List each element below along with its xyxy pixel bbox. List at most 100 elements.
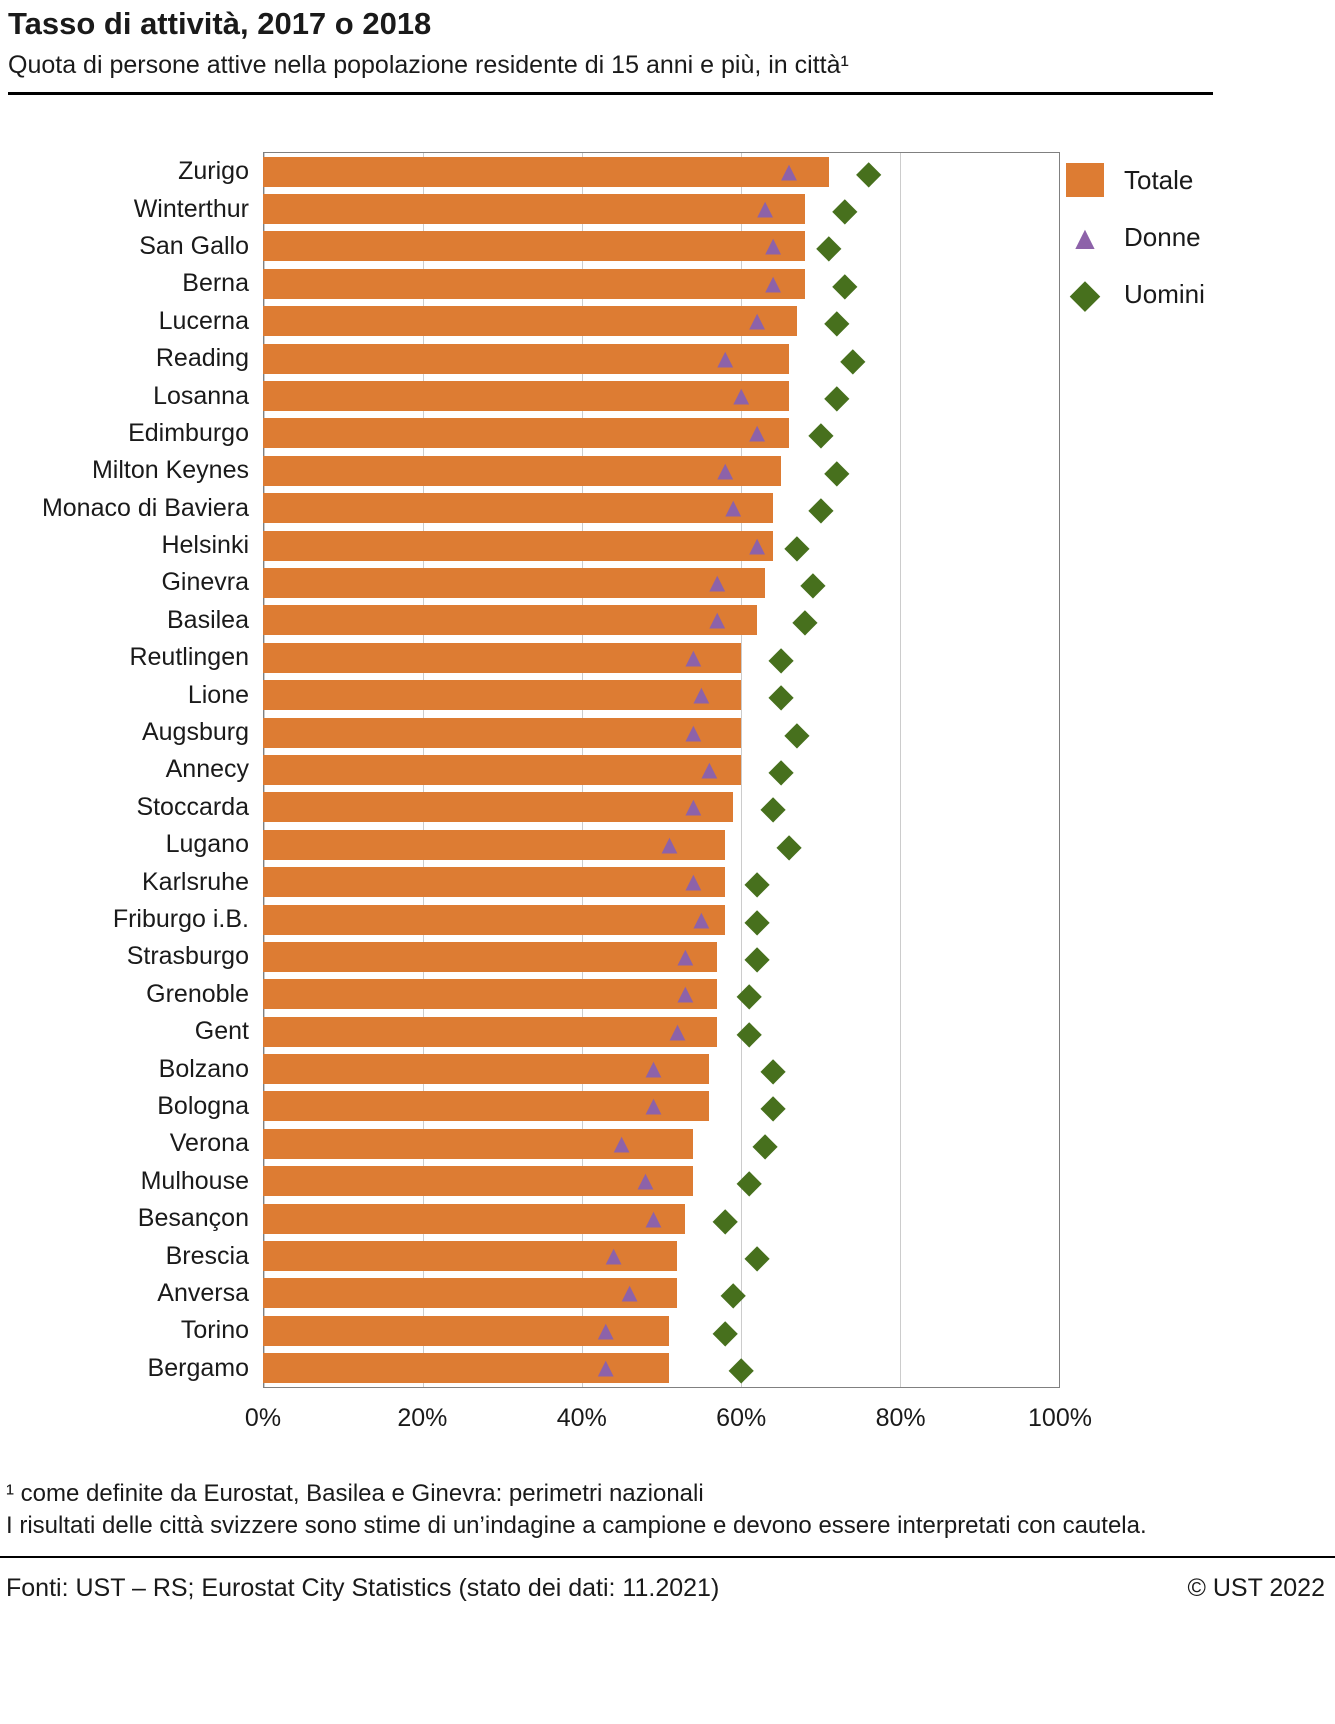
- total-bar: [263, 642, 742, 673]
- category-label: Winterthur: [133, 194, 249, 223]
- women-marker-icon: ▲: [640, 1203, 667, 1234]
- men-marker-icon: ◆: [712, 1200, 738, 1238]
- total-bar: [263, 1241, 678, 1272]
- men-marker-icon: ◆: [736, 1013, 762, 1051]
- total-swatch-icon: [1066, 163, 1104, 197]
- men-marker-icon: ◆: [808, 414, 834, 452]
- men-marker-icon: ◆: [800, 564, 826, 602]
- category-label: Zurigo: [178, 157, 249, 186]
- chart-row: Lucerna ▲ ◆: [0, 303, 1060, 340]
- chart-row: Bergamo ▲ ◆: [0, 1350, 1060, 1387]
- chart-row: Helsinki ▲ ◆: [0, 527, 1060, 564]
- x-tick-label: 60%: [716, 1404, 767, 1432]
- chart-row: Milton Keynes ▲ ◆: [0, 452, 1060, 489]
- bar-track: ▲ ◆: [263, 1312, 1060, 1349]
- chart-row: Strasburgo ▲ ◆: [0, 938, 1060, 975]
- women-marker-icon: ▲: [680, 791, 707, 822]
- x-tick-label: 80%: [875, 1404, 926, 1432]
- total-bar: [263, 904, 726, 935]
- category-label: Monaco di Baviera: [41, 493, 249, 522]
- men-marker-icon: ◆: [824, 377, 850, 415]
- women-marker-icon: ▲: [703, 604, 731, 635]
- chart-row: Augsburg ▲ ◆: [0, 714, 1060, 751]
- total-bar: [263, 268, 805, 299]
- category-label: Reading: [155, 344, 249, 373]
- total-bar: [263, 979, 718, 1010]
- category-label: Berna: [182, 269, 249, 298]
- page-subtitle: Quota di persone attive nella popolazion…: [8, 51, 849, 79]
- bar-track: ▲ ◆: [263, 639, 1060, 676]
- chart-row: Edimburgo ▲ ◆: [0, 415, 1060, 452]
- bar-track: ▲ ◆: [263, 826, 1060, 863]
- total-bar: [263, 156, 829, 187]
- women-marker-icon: ▲: [743, 530, 771, 561]
- bar-track: ▲ ◆: [263, 1237, 1060, 1274]
- chart-row: Reading ▲ ◆: [0, 340, 1060, 377]
- total-bar: [263, 343, 790, 374]
- women-marker-icon: ▲: [680, 642, 707, 673]
- total-bar: [263, 530, 774, 561]
- men-marker-icon: ◆: [768, 751, 794, 789]
- women-marker-icon: ▲: [711, 343, 739, 374]
- chart-row: Torino ▲ ◆: [0, 1312, 1060, 1349]
- bar-track: ▲ ◆: [263, 714, 1060, 751]
- total-bar: [263, 1315, 670, 1346]
- footnote-2: I risultati delle città svizzere sono st…: [6, 1512, 1147, 1540]
- bar-track: ▲ ◆: [263, 1200, 1060, 1237]
- bar-track: ▲ ◆: [263, 490, 1060, 527]
- women-marker-icon: ▲: [759, 268, 787, 299]
- x-tick-label: 40%: [556, 1404, 607, 1432]
- footer-divider: [0, 1556, 1335, 1558]
- bar-track: ▲ ◆: [263, 564, 1060, 601]
- chart-row: Winterthur ▲ ◆: [0, 190, 1060, 227]
- chart-row: Lione ▲ ◆: [0, 676, 1060, 713]
- footer: Fonti: UST – RS; Eurostat City Statistic…: [0, 1556, 1335, 1603]
- category-label: Ginevra: [161, 568, 249, 597]
- total-bar: [263, 381, 790, 412]
- page-title: Tasso di attività, 2017 o 2018: [8, 6, 432, 41]
- category-label: Annecy: [165, 755, 249, 784]
- men-marker-icon: ◆: [744, 901, 770, 938]
- copyright-text: © UST 2022: [1187, 1574, 1325, 1602]
- chart-row: Ginevra ▲ ◆: [0, 564, 1060, 601]
- men-marker-icon: ◆: [712, 1312, 738, 1350]
- women-marker-icon: ▲: [608, 1128, 636, 1159]
- legend-label-men: Uomini: [1124, 278, 1205, 309]
- women-marker-icon: ▲: [664, 1016, 691, 1047]
- women-marker-icon: ▲: [600, 1240, 628, 1271]
- men-marker-icon: ◆: [744, 938, 770, 976]
- bar-track: ▲ ◆: [263, 1163, 1060, 1200]
- x-axis: 0% 20% 40% 60% 80% 100%: [245, 1404, 1092, 1440]
- bar-track: ▲ ◆: [263, 976, 1060, 1013]
- category-label: Bolzano: [158, 1054, 249, 1083]
- bar-track: ▲ ◆: [263, 602, 1060, 639]
- men-marker-icon: ◆: [832, 265, 858, 303]
- total-bar: [263, 941, 718, 972]
- men-marker-icon: ◆: [736, 975, 762, 1013]
- category-label: Torino: [180, 1316, 249, 1345]
- category-label: Augsburg: [141, 718, 249, 747]
- bar-track: ▲ ◆: [263, 228, 1060, 265]
- category-label: Mulhouse: [140, 1166, 249, 1195]
- women-marker-icon: ▲: [727, 380, 755, 411]
- category-label: Lione: [187, 680, 249, 709]
- total-bar: [263, 754, 742, 785]
- category-label: Karlsruhe: [142, 867, 249, 896]
- triangle-marker-icon: ▲: [1068, 218, 1102, 256]
- total-bar: [263, 792, 734, 823]
- total-bar: [263, 493, 774, 524]
- category-label: Bergamo: [147, 1353, 249, 1382]
- legend-label-total: Totale: [1124, 164, 1194, 195]
- chart-row: Basilea ▲ ◆: [0, 602, 1060, 639]
- men-marker-icon: ◆: [792, 601, 818, 639]
- total-bar: [263, 1054, 710, 1085]
- chart-rows: Zurigo ▲ ◆ Winterthur ▲ ◆ San Gallo ▲ ◆ Berna ▲ ◆ Lu…: [0, 153, 1060, 1387]
- bar-track: ▲ ◆: [263, 901, 1060, 938]
- bar-track: ▲ ◆: [263, 1013, 1060, 1050]
- total-bar: [263, 231, 805, 262]
- men-marker-icon: ◆: [720, 1274, 746, 1312]
- category-label: Reutlingen: [129, 643, 249, 672]
- footnote-1: ¹ come definite da Eurostat, Basilea e G…: [6, 1480, 704, 1507]
- legend: Totale ▲ Donne ◆ Uomini: [1066, 160, 1205, 331]
- women-marker-icon: ▲: [672, 978, 699, 1009]
